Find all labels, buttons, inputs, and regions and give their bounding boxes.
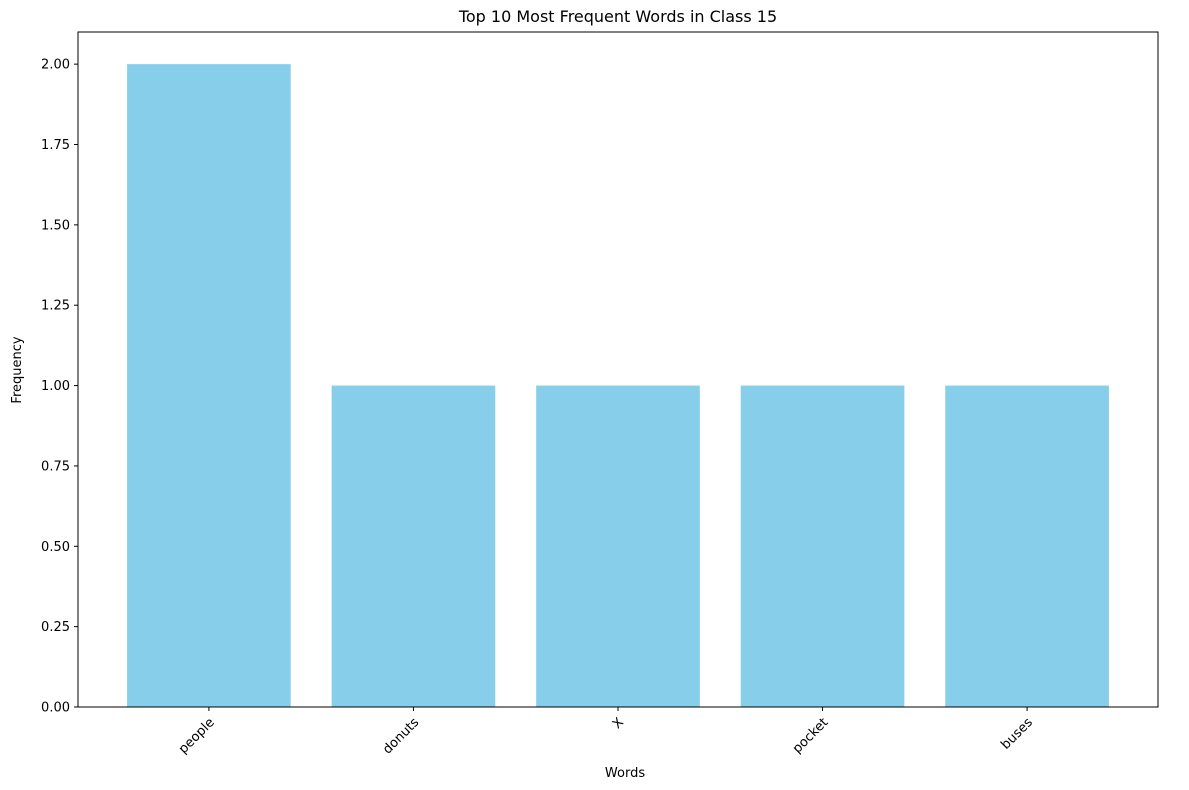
x-tick-label: buses bbox=[998, 715, 1036, 753]
x-tick-label: donuts bbox=[380, 715, 422, 757]
bar-people bbox=[127, 64, 291, 707]
plot-frame bbox=[77, 31, 1159, 708]
y-tick-label: 2.00 bbox=[41, 58, 70, 73]
y-tick-label: 0.50 bbox=[41, 540, 70, 555]
y-tick-label: 1.75 bbox=[41, 138, 70, 153]
y-tick-label: 0.75 bbox=[41, 459, 70, 474]
bar-x bbox=[536, 385, 700, 707]
y-axis-ticks: 0.00 0.25 0.50 0.75 1.00 1.25 1.50 1.75 2.00 bbox=[41, 58, 78, 716]
y-axis-label: Frequency bbox=[10, 336, 25, 403]
y-tick-label: 1.00 bbox=[41, 379, 70, 394]
chart-title: Top 10 Most Frequent Words in Class 15 bbox=[458, 7, 777, 26]
y-tick-label: 1.25 bbox=[41, 299, 70, 314]
x-axis-label: Words bbox=[605, 766, 645, 781]
bar-buses bbox=[945, 385, 1109, 707]
y-tick-label: 0.25 bbox=[41, 620, 70, 635]
x-tick-label: people bbox=[176, 715, 218, 757]
bar-pocket bbox=[740, 385, 905, 707]
bar-donuts bbox=[331, 385, 496, 707]
bars-group bbox=[127, 64, 1109, 707]
y-tick-label: 1.50 bbox=[41, 218, 70, 233]
x-tick-label: pocket bbox=[790, 715, 831, 756]
y-tick-label: 0.00 bbox=[41, 701, 70, 716]
x-tick-label: X bbox=[610, 715, 627, 732]
